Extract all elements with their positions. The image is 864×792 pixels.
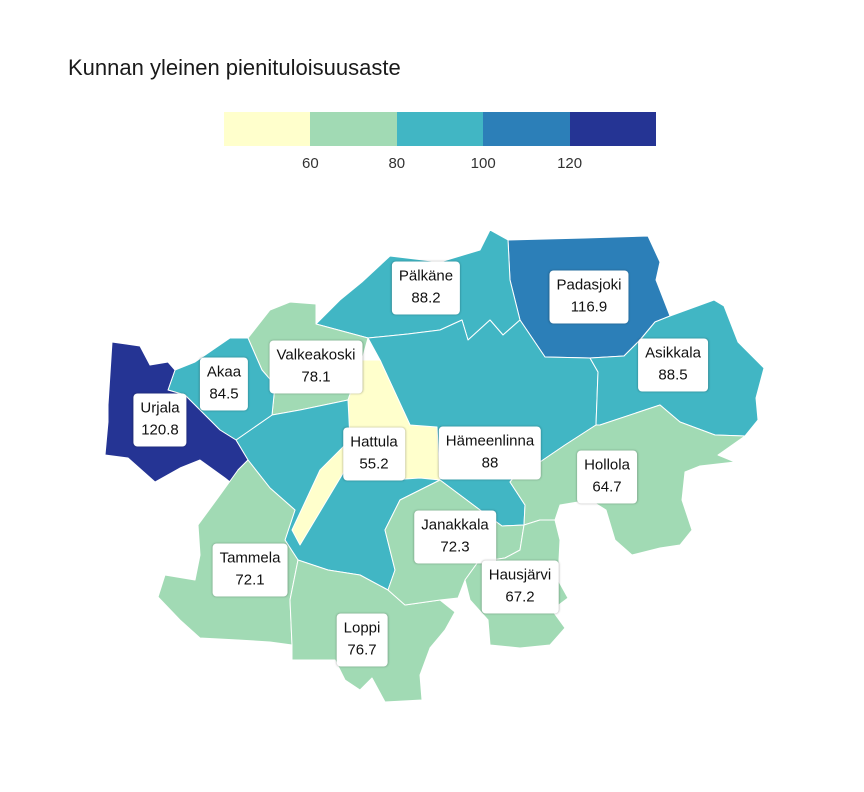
municipality-name: Loppi bbox=[343, 619, 381, 637]
label-loppi: Loppi 76.7 bbox=[336, 613, 388, 667]
municipality-name: Asikkala bbox=[645, 344, 701, 362]
municipality-value: 88.5 bbox=[658, 366, 688, 384]
label-akaa: Akaa 84.5 bbox=[199, 357, 249, 411]
municipality-name: Janakkala bbox=[421, 516, 489, 534]
label-asikkala: Asikkala 88.5 bbox=[638, 338, 708, 392]
legend-tick: 120 bbox=[557, 155, 583, 172]
legend-swatch-0 bbox=[224, 112, 311, 146]
municipality-value: 116.9 bbox=[570, 298, 608, 316]
municipality-name: Pälkäne bbox=[398, 267, 454, 285]
legend-tick: 100 bbox=[470, 155, 496, 172]
legend-swatch-2 bbox=[396, 112, 484, 146]
municipality-name: Valkeakoski bbox=[276, 346, 356, 364]
municipality-value: 64.7 bbox=[592, 478, 622, 496]
label-hollola: Hollola 64.7 bbox=[577, 450, 637, 504]
municipality-name: Padasjoki bbox=[556, 276, 622, 294]
label-tammela: Tammela 72.1 bbox=[212, 543, 288, 597]
legend-tick: 80 bbox=[388, 155, 406, 172]
color-legend: 60 80 100 120 bbox=[224, 112, 656, 174]
label-valkeakoski: Valkeakoski 78.1 bbox=[269, 340, 363, 394]
municipality-name: Hämeenlinna bbox=[445, 432, 535, 450]
municipality-name: Tammela bbox=[219, 549, 281, 567]
municipality-name: Akaa bbox=[206, 363, 242, 381]
municipality-value: 76.7 bbox=[347, 641, 377, 659]
legend-tick: 60 bbox=[302, 155, 319, 172]
legend-swatch-3 bbox=[483, 112, 570, 146]
municipality-value: 88 bbox=[481, 454, 499, 472]
label-padasjoki: Padasjoki 116.9 bbox=[549, 270, 629, 324]
label-janakkala: Janakkala 72.3 bbox=[414, 510, 496, 564]
municipality-name: Hollola bbox=[584, 456, 630, 474]
municipality-value: 72.1 bbox=[235, 571, 265, 589]
municipality-value: 120.8 bbox=[141, 421, 179, 439]
legend-swatch-1 bbox=[310, 112, 397, 146]
municipality-value: 84.5 bbox=[209, 385, 239, 403]
municipality-value: 78.1 bbox=[301, 368, 331, 386]
municipality-value: 72.3 bbox=[440, 538, 470, 556]
label-hausjarvi: Hausjärvi 67.2 bbox=[481, 560, 559, 614]
municipality-value: 55.2 bbox=[359, 455, 389, 473]
municipality-value: 67.2 bbox=[505, 588, 535, 606]
label-hameenlinna: Hämeenlinna 88 bbox=[438, 426, 542, 480]
legend-swatch-4 bbox=[569, 112, 656, 146]
label-urjala: Urjala 120.8 bbox=[133, 393, 187, 447]
municipality-name: Urjala bbox=[140, 399, 180, 417]
municipality-name: Hausjärvi bbox=[488, 566, 552, 584]
map-title: Kunnan yleinen pienituloisuusaste bbox=[68, 55, 401, 80]
municipality-value: 88.2 bbox=[411, 289, 441, 307]
municipality-name: Hattula bbox=[350, 433, 398, 451]
label-hattula: Hattula 55.2 bbox=[343, 427, 405, 481]
label-palkane: Pälkäne 88.2 bbox=[391, 261, 461, 315]
